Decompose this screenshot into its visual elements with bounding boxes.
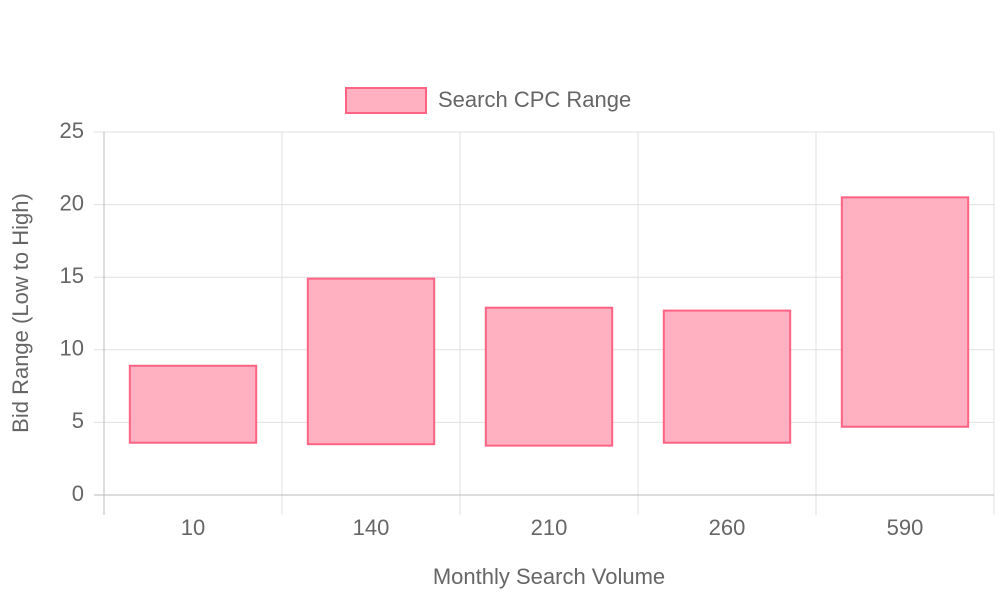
y-axis-title: Bid Range (Low to High) [8,193,33,433]
x-axis-title: Monthly Search Volume [433,564,665,589]
bar [128,364,258,444]
x-tick-label: 260 [709,515,746,540]
legend-label: Search CPC Range [438,87,631,112]
x-tick-label: 210 [531,515,568,540]
legend-swatch [345,87,427,114]
bar [306,277,436,446]
y-tick-label: 20 [60,190,84,215]
bar [840,196,970,428]
x-tick-label: 590 [887,515,924,540]
bar [662,309,792,444]
y-tick-label: 0 [72,481,84,506]
y-tick-label: 10 [60,336,84,361]
x-tick-label: 140 [353,515,390,540]
y-tick-label: 25 [60,118,84,143]
y-tick-label: 5 [72,408,84,433]
bar [484,306,614,447]
x-tick-label: 10 [181,515,205,540]
y-tick-label: 15 [60,263,84,288]
